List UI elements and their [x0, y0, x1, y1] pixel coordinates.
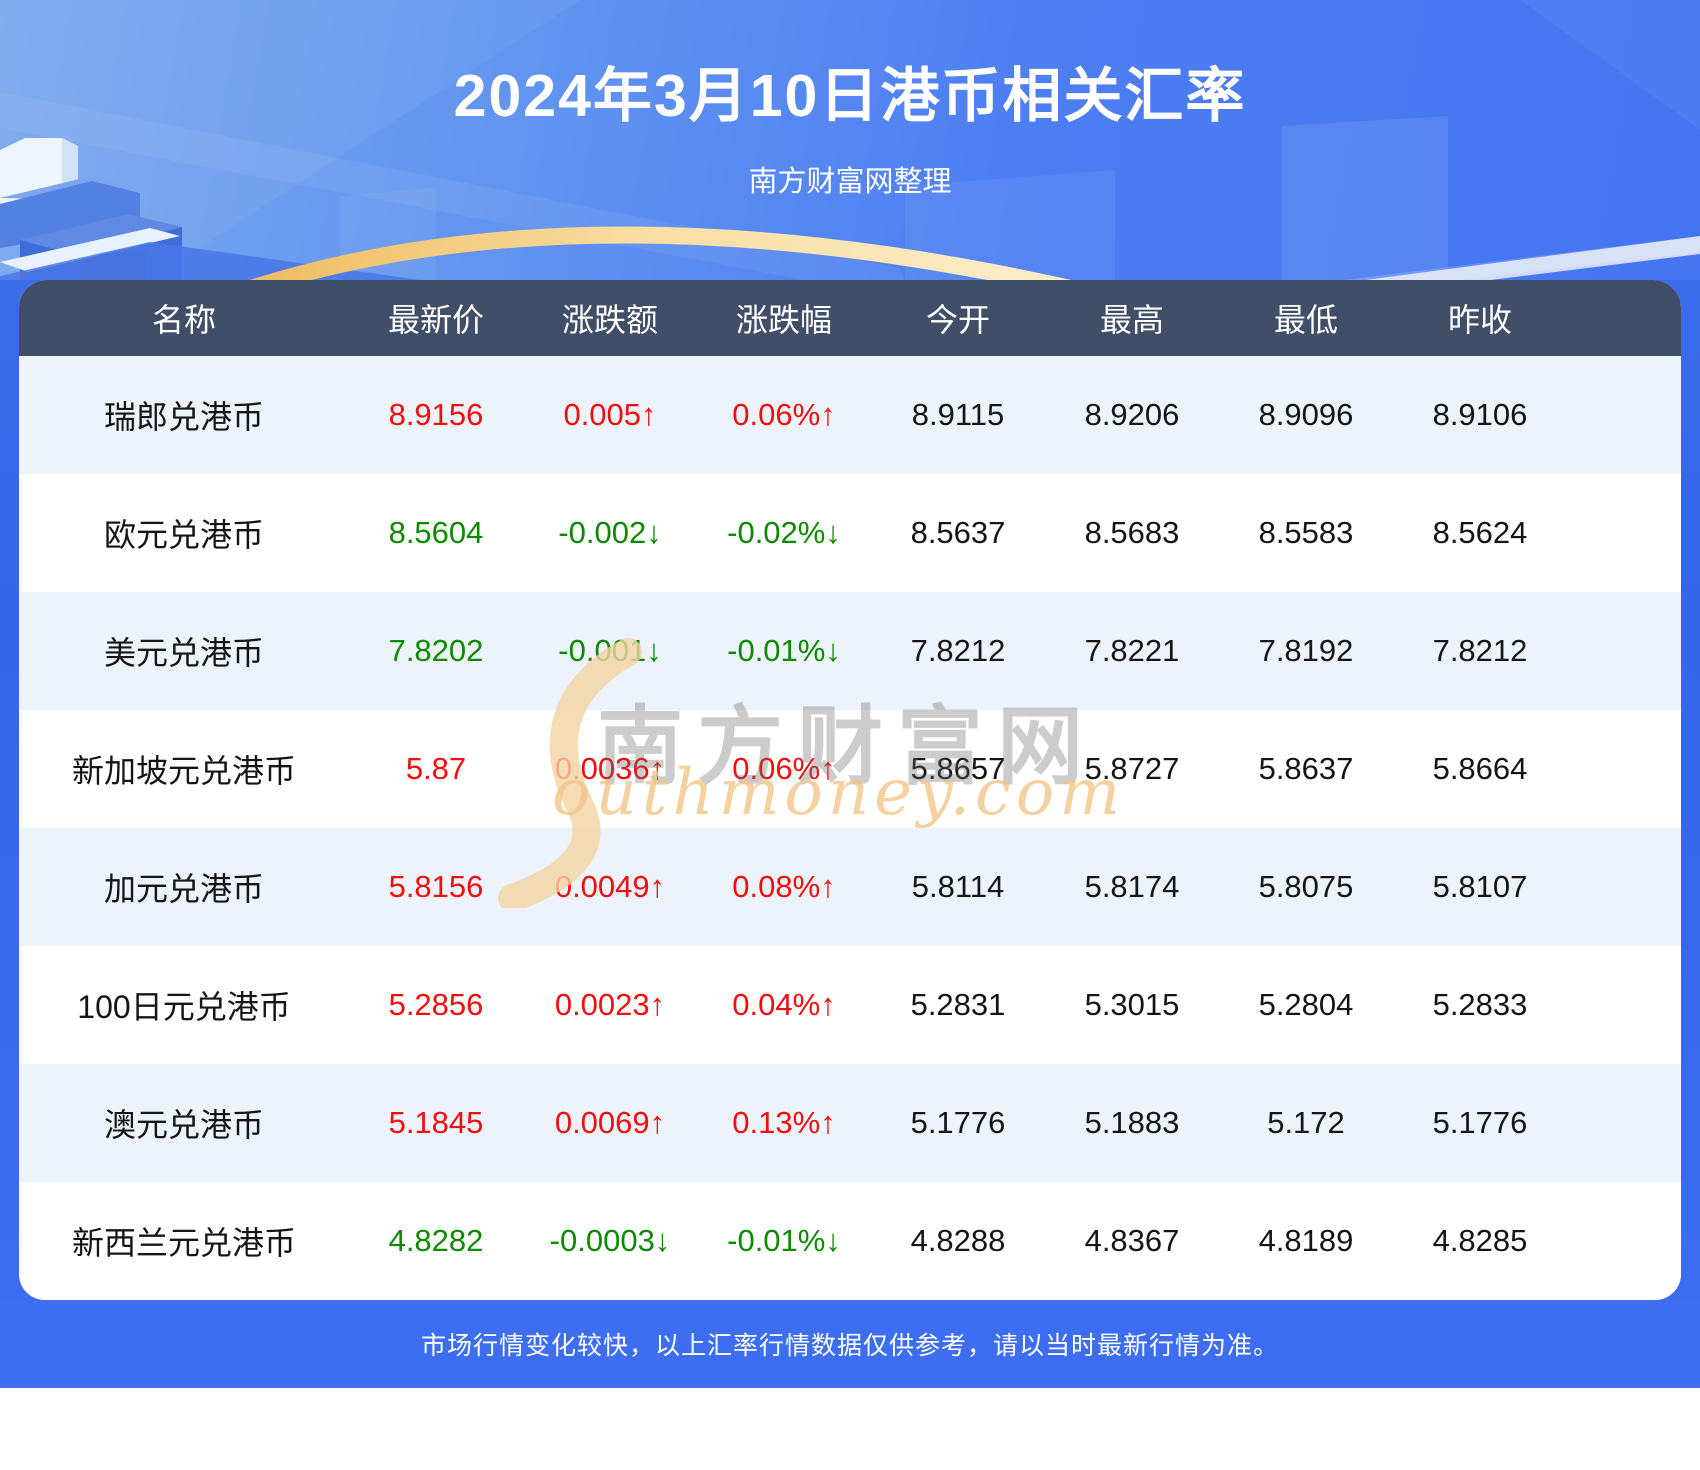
latest-price-value: 5.1845: [388, 1105, 484, 1140]
latest-price-value: 8.5604: [388, 515, 484, 550]
column-header-change: 涨跌额: [561, 302, 658, 338]
open-value: 5.8114: [911, 869, 1005, 904]
change-percent-value: -0.02%↓: [727, 515, 841, 550]
light-streak-glow: [1344, 236, 1700, 280]
change-percent-value: 0.13%↑: [732, 1105, 836, 1140]
table-row: 新加坡元兑港币 5.87 0.0036↑ 0.06%↑ 5.8657 5.872…: [19, 710, 1681, 828]
light-beam: [1520, 0, 1700, 130]
latest-price-value: 7.8202: [388, 633, 484, 668]
change-percent-value: 0.06%↑: [732, 751, 836, 786]
prev-close-value: 8.9106: [1432, 397, 1528, 432]
change-amount-value: -0.001↓: [558, 633, 662, 668]
column-header-name: 名称: [151, 302, 216, 338]
table-row: 美元兑港币 7.8202 -0.001↓ -0.01%↓ 7.8212 7.82…: [19, 592, 1681, 710]
high-value: 5.8174: [1084, 869, 1180, 904]
rate-table-card: 名称 最新价 涨跌额 涨跌幅 今开 最高 最低 昨收 瑞郎兑港币 8.9156 …: [19, 280, 1681, 1300]
table-row: 100日元兑港币 5.2856 0.0023↑ 0.04%↑ 5.2831 5.…: [19, 946, 1681, 1064]
golden-arc: [249, 226, 1072, 280]
column-header-prev-close: 昨收: [1447, 302, 1512, 338]
high-value: 7.8221: [1084, 633, 1180, 668]
table-row: 加元兑港币 5.8156 0.0049↑ 0.08%↑ 5.8114 5.817…: [19, 828, 1681, 946]
page-title: 2024年3月10日港币相关汇率: [453, 63, 1247, 129]
column-header-high: 最高: [1099, 302, 1164, 338]
change-amount-value: 0.0069↑: [554, 1105, 666, 1140]
table-row: 欧元兑港币 8.5604 -0.002↓ -0.02%↓ 8.5637 8.56…: [19, 474, 1681, 592]
change-percent-value: -0.01%↓: [727, 633, 841, 668]
low-value: 8.5583: [1258, 515, 1354, 550]
glass-panel: [905, 170, 1115, 280]
currency-pair-label: 新加坡元兑港币: [71, 753, 296, 789]
change-amount-value: 0.0023↑: [554, 987, 666, 1022]
banner-decoration-graphic: [0, 0, 1700, 280]
change-percent-value: 0.06%↑: [732, 397, 836, 432]
footer-band: 市场行情变化较快，以上汇率行情数据仅供参考，请以当时最新行情为准。: [0, 1300, 1700, 1388]
low-value: 5.8637: [1258, 751, 1354, 786]
change-percent-value: 0.08%↑: [732, 869, 836, 904]
prev-close-value: 4.8285: [1432, 1223, 1528, 1258]
low-value: 8.9096: [1258, 397, 1354, 432]
banner: [0, 0, 1700, 280]
latest-price-value: 4.8282: [388, 1223, 484, 1258]
glass-panel: [1282, 116, 1448, 280]
prev-close-value: 7.8212: [1432, 633, 1528, 668]
high-value: 8.5683: [1084, 515, 1180, 550]
open-value: 5.2831: [910, 987, 1006, 1022]
table-row: 新西兰元兑港币 4.8282 -0.0003↓ -0.01%↓ 4.8288 4…: [19, 1182, 1681, 1300]
currency-pair-label: 100日元兑港币: [77, 989, 291, 1025]
prev-close-value: 5.8107: [1432, 869, 1528, 904]
column-header-latest: 最新价: [387, 302, 484, 338]
change-amount-value: 0.0036↑: [554, 751, 666, 786]
currency-pair-label: 澳元兑港币: [103, 1107, 264, 1143]
column-header-low: 最低: [1273, 302, 1338, 338]
change-percent-value: 0.04%↑: [732, 987, 836, 1022]
low-value: 5.8075: [1258, 869, 1354, 904]
open-value: 8.5637: [910, 515, 1006, 550]
low-value: 7.8192: [1258, 633, 1354, 668]
latest-price-value: 8.9156: [388, 397, 484, 432]
disclaimer-text: 市场行情变化较快，以上汇率行情数据仅供参考，请以当时最新行情为准。: [420, 1332, 1279, 1360]
high-value: 4.8367: [1084, 1223, 1180, 1258]
low-value: 5.172: [1267, 1105, 1345, 1140]
currency-pair-label: 美元兑港币: [103, 635, 264, 671]
light-streak: [1365, 236, 1700, 280]
latest-price-value: 5.8156: [388, 869, 484, 904]
prev-close-value: 5.2833: [1432, 987, 1528, 1022]
change-amount-value: -0.002↓: [558, 515, 662, 550]
light-beam: [0, 0, 580, 280]
currency-pair-label: 瑞郎兑港币: [103, 399, 264, 435]
column-header-open: 今开: [925, 302, 990, 338]
currency-pair-label: 新西兰元兑港币: [71, 1225, 296, 1261]
column-header-change-percent: 涨跌幅: [735, 302, 832, 338]
open-value: 5.8657: [910, 751, 1006, 786]
latest-price-value: 5.2856: [388, 987, 484, 1022]
prev-close-value: 8.5624: [1432, 515, 1528, 550]
latest-price-value: 5.87: [405, 751, 467, 786]
table-row: 瑞郎兑港币 8.9156 0.005↑ 0.06%↑ 8.9115 8.9206…: [19, 356, 1681, 474]
high-value: 5.8727: [1084, 751, 1180, 786]
change-amount-value: 0.0049↑: [554, 869, 666, 904]
open-value: 8.9115: [911, 397, 1005, 432]
table-body: 瑞郎兑港币 8.9156 0.005↑ 0.06%↑ 8.9115 8.9206…: [19, 356, 1681, 1300]
page-subtitle: 南方财富网整理: [748, 166, 952, 198]
currency-pair-label: 加元兑港币: [103, 871, 264, 907]
open-value: 5.1776: [910, 1105, 1006, 1140]
currency-pair-label: 欧元兑港币: [103, 517, 264, 553]
high-value: 5.1883: [1084, 1105, 1180, 1140]
open-value: 7.8212: [910, 633, 1006, 668]
prev-close-value: 5.1776: [1432, 1105, 1528, 1140]
prev-close-value: 5.8664: [1432, 751, 1528, 786]
change-percent-value: -0.01%↓: [727, 1223, 841, 1258]
low-value: 4.8189: [1258, 1223, 1354, 1258]
change-amount-value: 0.005↑: [563, 397, 657, 432]
table-row: 澳元兑港币 5.1845 0.0069↑ 0.13%↑ 5.1776 5.188…: [19, 1064, 1681, 1182]
open-value: 4.8288: [910, 1223, 1006, 1258]
high-value: 8.9206: [1084, 397, 1180, 432]
low-value: 5.2804: [1258, 987, 1354, 1022]
table-header-row: 名称 最新价 涨跌额 涨跌幅 今开 最高 最低 昨收: [19, 280, 1681, 356]
high-value: 5.3015: [1084, 987, 1180, 1022]
change-amount-value: -0.0003↓: [549, 1223, 671, 1258]
